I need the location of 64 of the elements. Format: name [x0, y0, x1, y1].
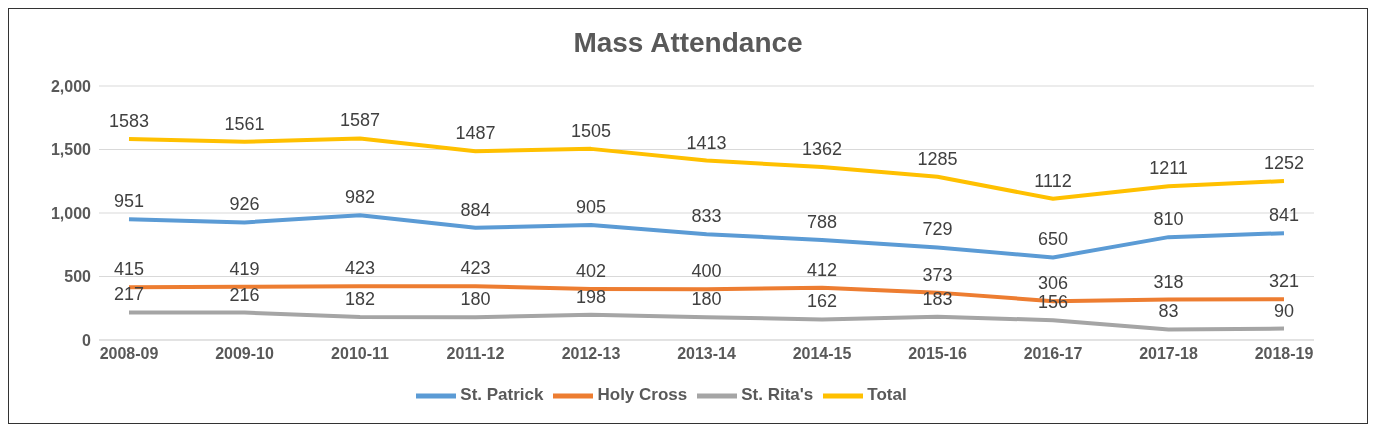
data-label: 1211	[1149, 158, 1188, 179]
y-tick-label: 2,000	[50, 77, 92, 95]
data-label: 318	[1153, 271, 1184, 292]
x-tick-label: 2015-16	[908, 345, 967, 363]
data-label: 90	[1273, 300, 1295, 321]
data-label: 402	[575, 260, 607, 281]
data-label: 810	[1153, 209, 1184, 230]
data-label: 1505	[570, 120, 612, 141]
x-tick-label: 2010-11	[331, 345, 390, 363]
data-label: 183	[922, 288, 953, 309]
y-tick-label: 1,500	[50, 141, 92, 159]
data-label: 926	[229, 194, 260, 215]
y-tick-label: 0	[82, 331, 92, 349]
data-label: 419	[229, 258, 260, 279]
data-label: 982	[344, 187, 376, 208]
data-label: 423	[460, 258, 491, 279]
data-label: 216	[229, 284, 260, 305]
x-tick-label: 2012-13	[561, 345, 621, 363]
data-label: 162	[806, 291, 838, 312]
data-label: 1561	[224, 113, 265, 134]
data-label: 951	[113, 191, 145, 212]
x-tick-label: 2011-12	[446, 345, 505, 363]
legend-label: Total	[867, 385, 907, 405]
data-label: 198	[575, 286, 607, 307]
y-tick-label: 500	[64, 268, 92, 286]
data-label: 83	[1158, 301, 1179, 322]
data-label: 1587	[339, 110, 381, 131]
data-label: 788	[806, 211, 838, 232]
data-label: 729	[922, 219, 953, 240]
x-tick-label: 2013-14	[677, 345, 736, 363]
data-label: 306	[1037, 273, 1069, 294]
x-tick-label: 2008-09	[99, 345, 159, 363]
legend-label: St. Rita's	[741, 385, 814, 405]
x-tick-label: 2009-10	[215, 345, 274, 363]
data-label: 1112	[1034, 170, 1072, 191]
x-tick-label: 2014-15	[792, 345, 852, 363]
chart-title: Mass Attendance	[572, 27, 804, 59]
data-label: 650	[1037, 229, 1069, 250]
data-label: 884	[460, 199, 491, 220]
data-label: 412	[806, 259, 838, 280]
data-label: 905	[575, 197, 607, 218]
data-label: 1583	[108, 110, 150, 131]
data-label: 373	[922, 264, 953, 285]
data-label: 180	[691, 289, 722, 310]
data-label: 321	[1268, 271, 1300, 292]
data-label: 415	[113, 259, 145, 280]
x-tick-label: 2018-19	[1254, 345, 1314, 363]
data-label: 180	[460, 289, 491, 310]
data-label: 1362	[801, 139, 843, 160]
data-label: 423	[344, 258, 376, 279]
x-tick-label: 2016-17	[1023, 345, 1083, 363]
data-label: 400	[691, 261, 722, 282]
legend-label: Holy Cross	[597, 385, 688, 405]
data-label: 1487	[455, 123, 496, 144]
data-label: 1285	[917, 148, 958, 169]
y-tick-label: 1,000	[50, 204, 92, 222]
x-tick-label: 2017-18	[1139, 345, 1198, 363]
legend-label: St. Patrick	[460, 385, 544, 405]
data-label: 841	[1268, 205, 1300, 226]
data-label: 1413	[686, 132, 727, 153]
data-label: 182	[344, 288, 376, 309]
data-label: 833	[691, 206, 722, 227]
data-label: 217	[113, 284, 145, 305]
data-label: 1252	[1263, 153, 1305, 173]
